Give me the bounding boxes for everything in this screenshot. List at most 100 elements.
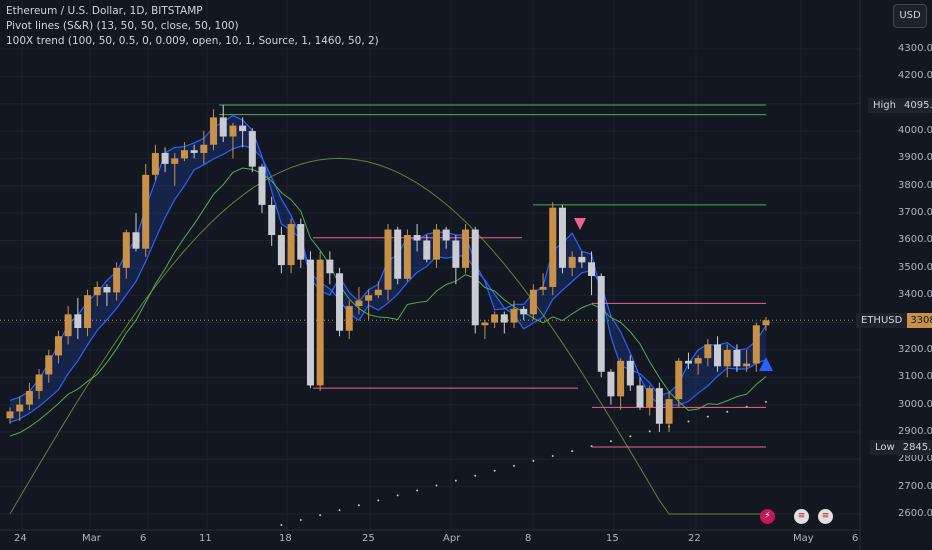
last-price-tag-label: ETHUSD	[856, 313, 908, 328]
candle-body	[287, 224, 295, 266]
candle-body	[394, 229, 402, 279]
us-flag-icon[interactable]: ≡	[818, 509, 833, 524]
trail-dot	[299, 519, 302, 522]
price-tick-label: 2700.0	[898, 480, 932, 492]
us-flag-icon[interactable]: ≡	[794, 509, 809, 524]
buy-signal-icon	[759, 357, 773, 371]
time-tick-label: 6	[852, 533, 859, 544]
candle-body	[45, 355, 53, 375]
candle-body	[64, 314, 72, 337]
price-tick-label: 3200.0	[898, 343, 932, 355]
price-tick-label: 3100.0	[898, 371, 932, 383]
trail-dot	[377, 499, 380, 502]
candle-body	[268, 204, 276, 235]
candle-body	[151, 152, 159, 175]
trail-dot	[668, 425, 671, 428]
currency-button[interactable]: USD	[893, 4, 927, 28]
candle-body	[258, 166, 266, 205]
candle-body	[345, 306, 353, 331]
candle-body	[142, 174, 150, 249]
trail-dot	[357, 504, 360, 507]
candle-body	[190, 150, 198, 153]
candle-body	[84, 295, 92, 328]
candle-body	[277, 235, 285, 266]
candle-body	[336, 273, 344, 331]
price-tick-label: 2900.0	[898, 425, 932, 437]
candle-body	[646, 388, 654, 408]
candle-body	[248, 131, 256, 167]
candle-body	[132, 232, 140, 249]
candle-body	[723, 349, 731, 367]
candle-body	[326, 259, 334, 274]
candle-body	[200, 144, 208, 153]
candle-body	[74, 314, 82, 328]
candle-body	[171, 158, 179, 164]
indicator-pivot-lines[interactable]: Pivot lines (S&R) (13, 50, 50, close, 50…	[6, 20, 239, 32]
candle-body	[239, 125, 247, 132]
trail-dot	[416, 489, 419, 492]
lightning-icon[interactable]: ⚡	[760, 509, 775, 524]
chart-legend: Ethereum / U.S. Dollar, 1D, BITSTAMP Piv…	[6, 4, 379, 49]
trail-dot	[745, 405, 748, 408]
candle-body	[529, 289, 537, 315]
candle-body	[471, 229, 479, 326]
candle-body	[306, 259, 314, 386]
time-tick-label: Mar	[82, 533, 101, 544]
candle-body	[355, 300, 363, 307]
trail-dot	[532, 459, 535, 462]
price-tick-label: 3500.0	[898, 261, 932, 273]
candle-body	[597, 276, 605, 372]
trail-dot	[609, 440, 612, 443]
trail-dot	[726, 410, 729, 413]
trail-dot	[571, 450, 574, 453]
trail-dot	[590, 445, 593, 448]
trail-dot	[706, 415, 709, 418]
candle-body	[568, 256, 576, 268]
time-tick-label: 15	[606, 533, 619, 544]
price-tick-label: 2800.0	[898, 453, 932, 465]
price-tick-label: 3600.0	[898, 234, 932, 246]
candle-body	[694, 358, 702, 364]
trail-dot	[454, 479, 457, 482]
candle-body	[714, 344, 722, 367]
candle-body	[665, 399, 673, 424]
candle-body	[675, 360, 683, 400]
symbol-title[interactable]: Ethereum / U.S. Dollar, 1D, BITSTAMP	[6, 5, 203, 17]
time-tick-label: Apr	[443, 533, 461, 544]
candle-body	[752, 325, 760, 364]
candle-body	[365, 295, 373, 301]
candle-body	[161, 152, 169, 164]
candle-body	[743, 363, 751, 367]
time-tick-label: 11	[199, 533, 212, 544]
candle-body	[762, 320, 770, 326]
candle-body	[510, 308, 518, 323]
candle-body	[626, 360, 634, 386]
candle-body	[210, 117, 218, 145]
trail-dot	[493, 469, 496, 472]
candle-body	[588, 262, 596, 277]
candle-body	[54, 336, 62, 356]
last-price-tag: ETHUSD3308.4	[856, 313, 932, 328]
time-tick-label: 24	[14, 533, 27, 544]
time-tick-label: 22	[688, 533, 701, 544]
candle-body	[384, 229, 392, 290]
candle-body	[558, 207, 566, 268]
trail-dot	[474, 474, 477, 477]
low-tag-label: Low	[870, 440, 900, 455]
indicator-100x-trend[interactable]: 100X trend (100, 50, 0.5, 0, 0.009, open…	[6, 35, 379, 47]
trail-dot	[435, 484, 438, 487]
candle-body	[607, 371, 615, 397]
candle-body	[6, 411, 14, 419]
high-tag-label: High	[868, 98, 901, 113]
time-tick-label: May	[793, 533, 814, 544]
candle-body	[442, 229, 450, 241]
price-tick-label: 3900.0	[898, 152, 932, 164]
price-tick-label: 4000.0	[898, 125, 932, 137]
candle-body	[452, 240, 460, 268]
candle-body	[539, 286, 547, 290]
last-price-tag-value: 3308.4	[910, 315, 932, 326]
candle-body	[500, 314, 508, 323]
candle-body	[374, 289, 382, 296]
